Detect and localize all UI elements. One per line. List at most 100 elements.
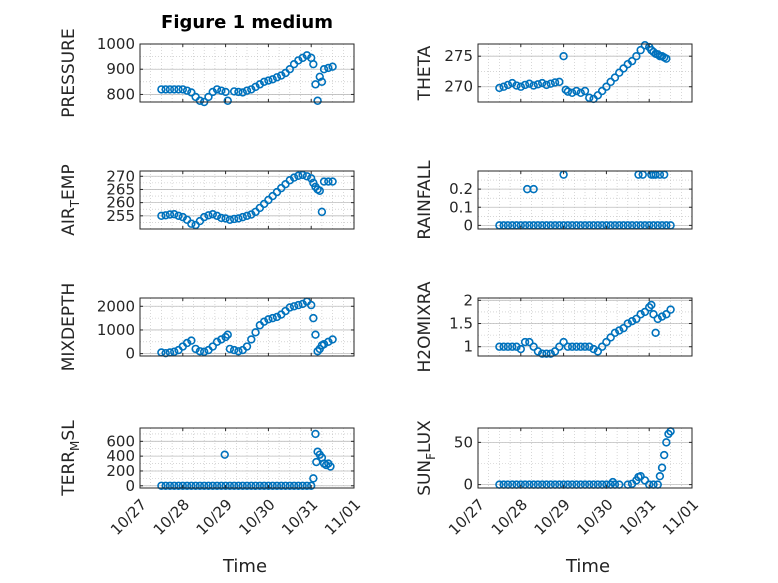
panel-3-data-point [319,177,329,186]
panel-3-ylabel: AIRTEMP [59,164,82,235]
panel-6-data-point [597,342,607,351]
panel-7-data-point [191,481,200,490]
panel-7-data-point [157,481,166,490]
figure-title: Figure 1 medium [161,12,333,33]
panel-6-data-point [525,337,534,347]
panel-6-data-point [580,342,590,351]
panel-1-data-point [317,77,327,87]
panel-2-data-point [561,85,570,94]
panel-6-data-point [606,333,615,342]
panel-2-data-point [662,54,671,63]
panel-2-data-point [546,79,555,88]
panel-2-data-point [619,64,628,73]
panel-3-data-point [212,211,222,221]
panel-7-data-point [259,481,269,490]
panel-7-data-point [251,481,260,490]
panel-5-ytick-label: 0 [125,345,135,363]
panel-5-data-point [225,344,235,354]
panel-2-data-point [636,45,645,55]
panel-8-ylabel: SUNFLUX [415,420,438,496]
panel-5-data-point [307,300,316,310]
panel-7-data-point [247,481,256,490]
panel-6-data-point [615,326,624,335]
panel-6-data-point [602,337,611,347]
panel-8-xtick-label: 10/27 [445,496,488,539]
panel-4-plot-area [478,171,692,229]
panel-1-data-point [229,87,239,96]
panel-5-data-point [298,299,307,309]
panel-2-data-point [649,47,658,57]
panel-7-xtick-label: 10/27 [107,496,150,539]
panel-7-data-point [225,481,235,490]
panel-2-data-point [640,41,650,50]
panel-5-data-point [324,337,333,346]
panel-6-data-point [651,328,660,337]
panel-7-data-point [309,474,318,483]
panel-3-data-point [324,177,333,186]
panel-8-ytick-label: 0 [463,476,473,494]
panel-6-data-point [636,310,645,319]
panel-5-data-point [313,347,322,356]
panel-1-data-point [268,75,277,84]
panel-3-data-point [157,211,166,221]
panel-6-data-point [589,344,598,354]
panel-7-data-point [165,481,175,490]
panel-8-ytick-label: 50 [454,433,473,451]
panel-6-data-point [533,347,543,356]
panel-7-data-point [229,481,239,490]
panel-3-ytick-label: 260 [106,194,135,212]
panel-6-data-point [559,337,568,347]
panel-1-data-point [309,59,318,69]
panel-3-data-point [294,171,303,180]
panel-7-data-point [200,481,209,490]
panel-2-ytick-label: 270 [444,78,473,96]
panel-4-ytick-label: 0.1 [449,198,473,216]
panel-1-data-point [324,63,333,73]
panel-1-ytick-label: 1000 [97,35,135,53]
panel-6-data-point [632,314,641,324]
panel-3-data-point [221,214,230,223]
panel-4-axes-box [477,170,693,230]
panel-6-data-point [550,347,560,356]
panel-5-data-point [272,312,282,322]
panel-5-data-point [208,342,217,351]
panel-7-xtick-label: 10/31 [278,496,321,539]
panel-6-data-point [666,305,675,314]
panel-7-ytick-label: 200 [106,462,135,480]
panel-2-data-point [542,80,551,90]
panel-6-data-point [623,319,632,328]
panel-1-data-point [315,72,324,81]
panel-7-data-point [272,481,282,490]
panel-8-data-point [640,476,650,485]
panel-5-data-point [221,332,230,342]
panel-2-data-point [572,86,581,96]
panel-2-data-point [627,56,637,66]
panel-8-xtick-label: 10/29 [531,496,574,539]
panel-3-data-point [302,172,312,181]
panel-2-data-point [499,82,508,91]
panel-6-plot-area [478,298,692,356]
panel-7-ytick-label: 0 [125,477,135,495]
panel-5-data-point [311,330,320,339]
panel-5-data-point [309,313,318,323]
panel-4-ytick-label: 0.2 [449,180,473,198]
panel-6-data-point [610,328,620,337]
panel-7-data-point [217,481,226,490]
panel-8-data-point [655,471,665,481]
panel-7-data-point [242,481,252,490]
panel-7-data-point [182,481,192,490]
panel-1-data-point [234,87,243,97]
panel-2-axes-box [477,43,693,103]
panel-2-data-point [632,52,641,61]
panel-1-data-point [217,86,226,95]
panel-3-data-point [187,219,196,228]
panel-5-data-point [182,338,192,348]
panel-6-data-point [572,342,581,351]
panel-7-data-point [212,481,222,490]
panel-5-data-point [251,328,260,337]
panel-3-ytick-label: 255 [106,207,135,225]
panel-1-data-point [165,85,175,94]
panel-5-data-point [285,303,294,312]
panel-1-data-point [313,96,322,105]
panel-2-data-point [516,82,525,91]
